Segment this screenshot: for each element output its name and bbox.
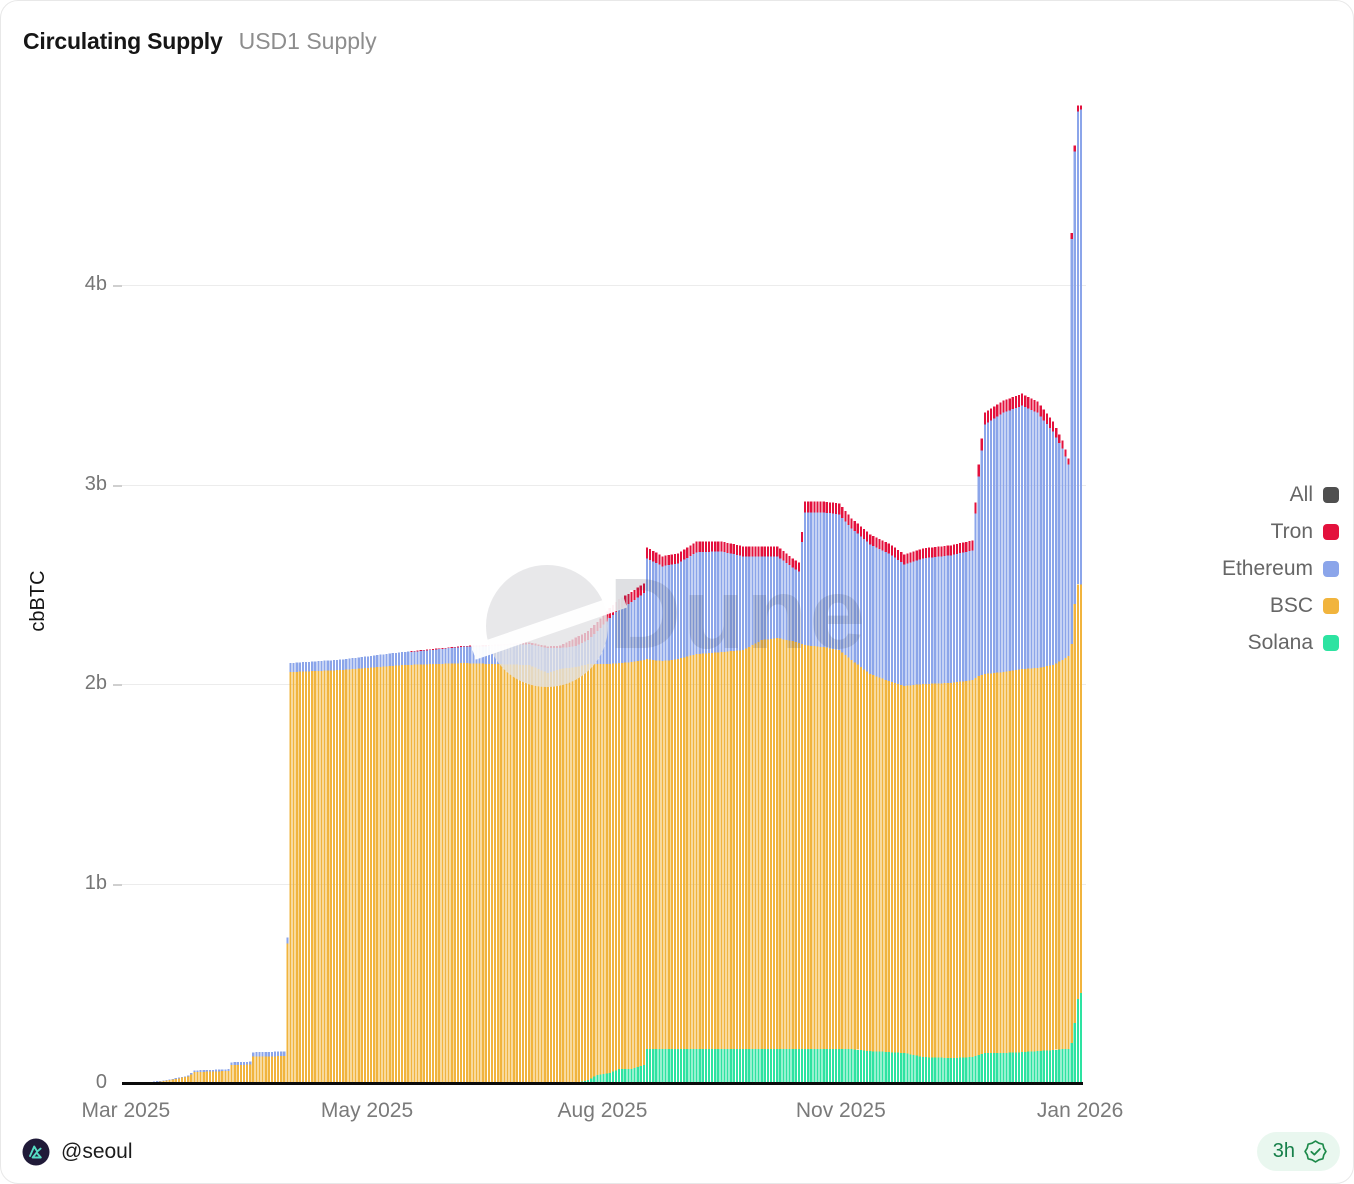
- y-tick-label: 4b: [84, 273, 107, 295]
- y-tick-label: 1b: [84, 871, 107, 894]
- x-axis-line: [122, 1082, 1083, 1085]
- y-tick: [113, 484, 122, 487]
- gridline: [122, 484, 1086, 486]
- legend-label: Tron: [1270, 520, 1313, 543]
- refresh-time: 3h: [1272, 1140, 1295, 1162]
- refresh-badge[interactable]: 3h: [1256, 1132, 1340, 1171]
- legend-label: BSC: [1269, 594, 1313, 617]
- author-name[interactable]: @seoul: [61, 1140, 133, 1163]
- legend-swatch: [1323, 524, 1339, 540]
- y-tick: [113, 285, 122, 287]
- y-tick-label: 0: [95, 1071, 107, 1093]
- page-subtitle: USD1 Supply: [238, 28, 377, 54]
- author-row[interactable]: @seoul: [22, 1138, 133, 1166]
- author-avatar-icon: [22, 1138, 50, 1166]
- x-tick-label: Jan 2026: [1036, 1099, 1124, 1122]
- y-tick: [113, 684, 122, 686]
- legend-swatch: [1323, 635, 1339, 651]
- chart-legend: All Tron Ethereum BSC Solana: [1222, 483, 1339, 655]
- page-title: Circulating Supply: [23, 28, 223, 54]
- y-tick-label: 3b: [84, 472, 107, 495]
- x-tick-label: Mar 2025: [81, 1099, 171, 1122]
- legend-item-tron[interactable]: Tron: [1222, 520, 1339, 544]
- legend-swatch: [1323, 598, 1339, 614]
- y-tick-label: 2b: [84, 672, 107, 694]
- verified-check-icon: [1304, 1140, 1327, 1163]
- legend-item-all[interactable]: All: [1222, 483, 1339, 507]
- legend-label: Ethereum: [1221, 557, 1313, 580]
- y-tick: [113, 883, 122, 886]
- legend-label: All: [1289, 483, 1313, 506]
- legend-swatch: [1323, 561, 1339, 577]
- x-tick-label: Aug 2025: [557, 1099, 648, 1122]
- legend-item-bsc[interactable]: BSC: [1222, 594, 1339, 618]
- gridline: [122, 285, 1086, 286]
- legend-swatch: [1323, 487, 1339, 503]
- x-tick-label: May 2025: [320, 1099, 414, 1122]
- legend-label: Solana: [1247, 631, 1313, 654]
- x-tick-label: Nov 2025: [795, 1099, 886, 1122]
- chart-header: Circulating Supply USD1 Supply: [23, 28, 377, 55]
- legend-item-ethereum[interactable]: Ethereum: [1222, 557, 1339, 581]
- legend-item-solana[interactable]: Solana: [1222, 631, 1339, 655]
